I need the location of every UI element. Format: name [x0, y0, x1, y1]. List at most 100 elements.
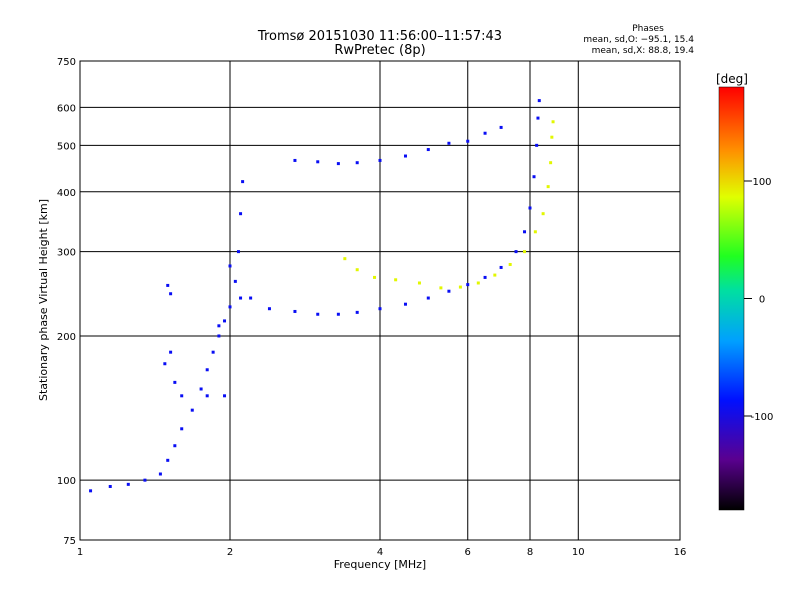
data-point	[403, 302, 407, 306]
data-point	[483, 275, 487, 279]
x-tick-label: 16	[674, 547, 687, 558]
x-tick-label: 6	[465, 547, 471, 558]
data-point	[169, 292, 173, 296]
data-point	[293, 309, 297, 313]
data-point	[166, 458, 170, 462]
data-point	[493, 273, 497, 277]
data-point	[466, 139, 470, 143]
data-point	[523, 250, 527, 254]
data-point	[549, 161, 553, 165]
data-point	[180, 427, 184, 431]
data-point	[447, 289, 451, 293]
data-point	[173, 444, 177, 448]
data-point	[476, 281, 480, 285]
data-point	[394, 278, 398, 282]
data-point	[523, 230, 527, 234]
colorbar-tick-label: 0	[759, 295, 765, 306]
data-point	[126, 482, 130, 486]
data-point	[316, 160, 320, 164]
data-point	[447, 141, 451, 145]
y-tick-label: 200	[57, 332, 76, 343]
data-point	[499, 265, 503, 269]
data-point	[316, 312, 320, 316]
data-point	[403, 154, 407, 158]
data-point	[205, 394, 209, 398]
y-tick-label: 400	[57, 188, 76, 199]
data-point	[236, 250, 240, 254]
y-tick-label: 600	[57, 103, 76, 114]
data-point	[267, 307, 271, 311]
data-point	[343, 257, 347, 261]
phase-stats-title: Phases	[632, 24, 664, 34]
data-point	[355, 310, 359, 314]
data-point	[336, 162, 340, 166]
data-point	[180, 394, 184, 398]
data-point	[239, 296, 243, 300]
chart-subtitle: RwPretec (8p)	[334, 43, 425, 58]
x-tick-label: 2	[227, 547, 233, 558]
data-point	[143, 478, 147, 482]
data-point	[378, 158, 382, 162]
data-points	[89, 99, 555, 493]
data-point	[536, 116, 540, 120]
data-point	[551, 120, 555, 124]
data-point	[239, 212, 243, 216]
x-tick-label: 1	[77, 547, 83, 558]
data-point	[223, 394, 227, 398]
y-tick-label: 300	[57, 248, 76, 259]
x-tick-label: 4	[377, 547, 383, 558]
axis-ticks: 1 2 4 6 8 10 16 75 100 200 300 400 500 600 750	[57, 57, 686, 558]
colorbar-tick-label: -100	[751, 412, 774, 423]
data-point	[439, 286, 443, 290]
data-point	[426, 148, 430, 152]
data-point	[293, 158, 297, 162]
data-point	[483, 131, 487, 135]
chart-title: Tromsø 20151030 11:56:00–11:57:43	[257, 29, 502, 44]
data-point	[541, 212, 545, 216]
y-tick-label: 100	[57, 476, 76, 487]
data-point	[514, 250, 518, 254]
y-axis-label: Stationary phase Virtual Height [km]	[37, 199, 50, 401]
data-point	[166, 283, 170, 287]
data-point	[169, 350, 173, 354]
data-point	[355, 161, 359, 165]
phase-stats-x: mean, sd,X: 88.8, 19.4	[592, 46, 695, 56]
colorbar-ticks: 100 0 -100	[744, 177, 773, 423]
data-point	[378, 307, 382, 311]
grid-lines	[80, 61, 680, 540]
data-point	[532, 175, 536, 179]
data-point	[108, 484, 112, 488]
data-point	[528, 206, 532, 210]
data-point	[355, 268, 359, 272]
colorbar	[718, 86, 745, 511]
data-point	[373, 275, 377, 279]
data-point	[173, 380, 177, 384]
data-point	[228, 264, 232, 268]
data-point	[499, 125, 503, 129]
data-point	[223, 319, 227, 323]
data-point	[233, 279, 237, 283]
data-point	[508, 262, 512, 266]
y-tick-label: 500	[57, 141, 76, 152]
data-point	[158, 472, 162, 476]
data-point	[535, 143, 539, 147]
data-point	[249, 296, 253, 300]
data-point	[546, 185, 550, 189]
data-point	[550, 135, 554, 139]
data-point	[466, 283, 470, 287]
data-point	[228, 305, 232, 309]
data-point	[217, 324, 221, 328]
data-point	[190, 408, 194, 412]
data-point	[89, 489, 93, 493]
plot-frame	[79, 60, 681, 541]
data-point	[163, 362, 167, 366]
data-point	[458, 285, 462, 289]
y-tick-label: 750	[57, 57, 76, 68]
data-point	[241, 180, 245, 184]
data-point	[217, 334, 221, 338]
x-tick-label: 10	[572, 547, 585, 558]
data-point	[533, 230, 537, 234]
data-point	[205, 368, 209, 372]
x-axis-label: Frequency [MHz]	[334, 558, 426, 571]
